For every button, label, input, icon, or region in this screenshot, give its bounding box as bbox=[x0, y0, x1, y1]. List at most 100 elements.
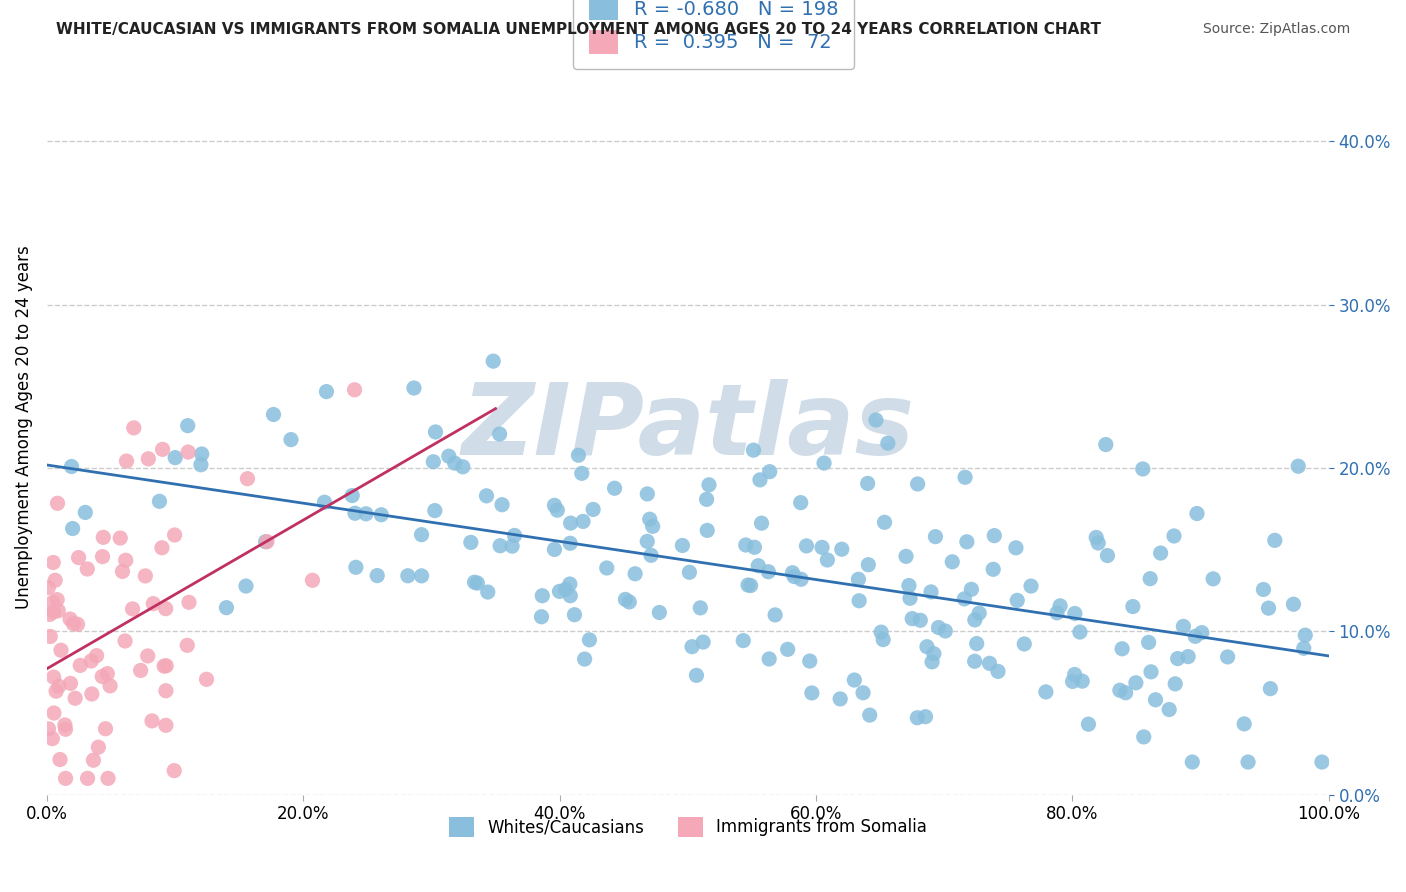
Point bbox=[1164, 677, 1187, 691]
Point bbox=[195, 673, 218, 687]
Point bbox=[1257, 601, 1279, 615]
Point bbox=[460, 535, 482, 549]
Point bbox=[830, 692, 852, 706]
Point bbox=[596, 561, 619, 575]
Point bbox=[87, 740, 110, 755]
Point bbox=[956, 534, 979, 549]
Point bbox=[564, 607, 586, 622]
Point bbox=[342, 489, 364, 503]
Point bbox=[59, 676, 82, 690]
Point bbox=[844, 673, 866, 687]
Point bbox=[411, 569, 433, 583]
Point bbox=[800, 686, 823, 700]
Point bbox=[560, 536, 582, 550]
Point bbox=[121, 602, 143, 616]
Point bbox=[578, 632, 600, 647]
Point bbox=[411, 527, 433, 541]
Point bbox=[256, 534, 278, 549]
Point bbox=[66, 617, 89, 632]
Point bbox=[91, 549, 114, 564]
Point bbox=[1294, 628, 1316, 642]
Point bbox=[115, 454, 138, 468]
Point bbox=[740, 578, 762, 592]
Point bbox=[190, 447, 212, 461]
Point bbox=[464, 575, 486, 590]
Point bbox=[42, 556, 65, 570]
Point bbox=[831, 542, 853, 557]
Point bbox=[966, 637, 988, 651]
Point bbox=[981, 562, 1004, 576]
Point bbox=[776, 642, 799, 657]
Point bbox=[747, 558, 769, 573]
Point bbox=[69, 658, 91, 673]
Point bbox=[141, 714, 163, 728]
Point bbox=[543, 499, 565, 513]
Point bbox=[503, 528, 526, 542]
Point bbox=[1137, 635, 1160, 649]
Point bbox=[1167, 651, 1189, 665]
Point bbox=[1253, 582, 1275, 597]
Point bbox=[42, 706, 65, 720]
Point bbox=[91, 530, 114, 544]
Point bbox=[790, 572, 813, 586]
Point bbox=[1062, 674, 1084, 689]
Point bbox=[560, 589, 582, 603]
Point bbox=[301, 574, 323, 588]
Point bbox=[1111, 641, 1133, 656]
Text: Source: ZipAtlas.com: Source: ZipAtlas.com bbox=[1202, 22, 1350, 37]
Point bbox=[567, 448, 589, 462]
Point bbox=[41, 731, 63, 746]
Point bbox=[737, 578, 759, 592]
Point bbox=[1019, 579, 1042, 593]
Point bbox=[97, 772, 120, 786]
Point bbox=[402, 381, 425, 395]
Point bbox=[76, 772, 98, 786]
Point bbox=[67, 550, 90, 565]
Point bbox=[1063, 667, 1085, 681]
Point bbox=[42, 605, 65, 619]
Point bbox=[136, 648, 159, 663]
Point bbox=[489, 539, 512, 553]
Point bbox=[55, 723, 77, 737]
Point bbox=[1163, 529, 1185, 543]
Point bbox=[44, 574, 66, 588]
Point bbox=[1144, 693, 1167, 707]
Point bbox=[136, 451, 159, 466]
Point bbox=[1184, 629, 1206, 643]
Point bbox=[152, 442, 174, 457]
Point bbox=[865, 413, 887, 427]
Point bbox=[46, 592, 69, 607]
Point bbox=[901, 612, 924, 626]
Point bbox=[619, 595, 641, 609]
Point bbox=[96, 666, 118, 681]
Point bbox=[636, 534, 658, 549]
Point bbox=[1063, 607, 1085, 621]
Point bbox=[80, 687, 103, 701]
Point bbox=[763, 607, 786, 622]
Point bbox=[1202, 572, 1225, 586]
Point bbox=[46, 604, 69, 618]
Point bbox=[898, 591, 921, 606]
Point bbox=[39, 630, 62, 644]
Point bbox=[63, 691, 86, 706]
Point bbox=[603, 481, 626, 495]
Point bbox=[1132, 730, 1154, 744]
Point bbox=[873, 516, 896, 530]
Point bbox=[848, 572, 870, 586]
Point bbox=[907, 477, 929, 491]
Point bbox=[1069, 625, 1091, 640]
Point bbox=[1286, 459, 1309, 474]
Point bbox=[742, 443, 765, 458]
Point bbox=[813, 456, 835, 470]
Point bbox=[934, 624, 956, 638]
Point bbox=[571, 467, 593, 481]
Point bbox=[852, 686, 875, 700]
Point bbox=[671, 539, 693, 553]
Point bbox=[86, 648, 108, 663]
Point bbox=[963, 654, 986, 668]
Point bbox=[1260, 681, 1282, 696]
Point bbox=[897, 578, 920, 592]
Point bbox=[1097, 549, 1119, 563]
Point bbox=[543, 542, 565, 557]
Point bbox=[91, 669, 114, 683]
